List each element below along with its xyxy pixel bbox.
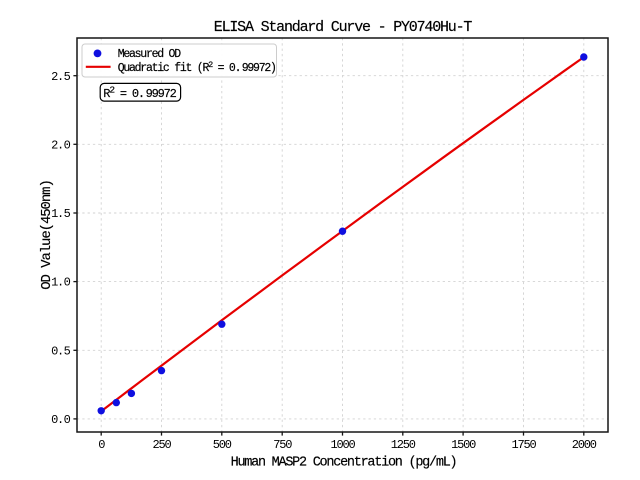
svg-text:Human MASP2 Concentration (pg/: Human MASP2 Concentration (pg/mL) [231, 456, 457, 471]
svg-text:0: 0 [98, 438, 105, 452]
svg-text:1500: 1500 [451, 438, 476, 452]
svg-text:0.5: 0.5 [51, 344, 71, 358]
svg-text:OD Value(450nm): OD Value(450nm) [39, 180, 55, 290]
svg-text:1.5: 1.5 [51, 207, 71, 221]
svg-text:2.0: 2.0 [51, 138, 71, 152]
svg-text:1.0: 1.0 [51, 276, 71, 290]
svg-text:1000: 1000 [330, 438, 355, 452]
svg-text:ELISA Standard Curve - PY0740H: ELISA Standard Curve - PY0740Hu-T [214, 19, 473, 36]
svg-text:2000: 2000 [572, 438, 597, 452]
svg-text:500: 500 [213, 438, 232, 452]
svg-text:R2 = 0.99972: R2 = 0. 99972 [103, 85, 176, 102]
svg-text:0.0: 0.0 [51, 413, 71, 427]
svg-text:1750: 1750 [511, 438, 536, 452]
svg-text:750: 750 [273, 438, 292, 452]
svg-text:Quadratic fit (R2 = 0.99972): Quadratic fit (R2 = 0. 99972) [118, 60, 276, 75]
svg-text:250: 250 [152, 438, 171, 452]
svg-text:2.5: 2.5 [51, 70, 71, 84]
svg-text:Measured OD: Measured OD [118, 48, 182, 61]
svg-text:1250: 1250 [391, 438, 416, 452]
